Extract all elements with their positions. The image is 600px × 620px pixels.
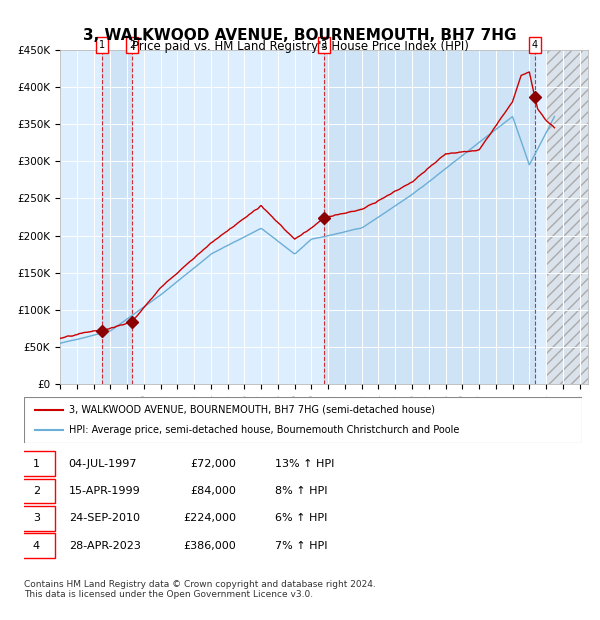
Text: HPI: Average price, semi-detached house, Bournemouth Christchurch and Poole: HPI: Average price, semi-detached house,… <box>68 425 459 435</box>
Text: 13% ↑ HPI: 13% ↑ HPI <box>275 459 334 469</box>
Text: 3: 3 <box>320 40 327 50</box>
Text: 04-JUL-1997: 04-JUL-1997 <box>68 459 137 469</box>
FancyBboxPatch shape <box>19 451 55 476</box>
Text: 2: 2 <box>129 40 135 50</box>
Text: 15-APR-1999: 15-APR-1999 <box>68 486 140 496</box>
Text: 1: 1 <box>99 40 105 50</box>
Text: 4: 4 <box>33 541 40 551</box>
Text: 2: 2 <box>33 486 40 496</box>
FancyBboxPatch shape <box>19 533 55 558</box>
Text: 7% ↑ HPI: 7% ↑ HPI <box>275 541 328 551</box>
FancyBboxPatch shape <box>19 506 55 531</box>
Text: 8% ↑ HPI: 8% ↑ HPI <box>275 486 328 496</box>
FancyBboxPatch shape <box>24 397 582 443</box>
Text: £224,000: £224,000 <box>183 513 236 523</box>
Text: 4: 4 <box>532 40 538 50</box>
Text: 24-SEP-2010: 24-SEP-2010 <box>68 513 140 523</box>
Bar <box>102 50 132 384</box>
Text: £386,000: £386,000 <box>183 541 236 551</box>
Bar <box>546 50 588 384</box>
Text: 3, WALKWOOD AVENUE, BOURNEMOUTH, BH7 7HG: 3, WALKWOOD AVENUE, BOURNEMOUTH, BH7 7HG <box>83 28 517 43</box>
Text: 3, WALKWOOD AVENUE, BOURNEMOUTH, BH7 7HG (semi-detached house): 3, WALKWOOD AVENUE, BOURNEMOUTH, BH7 7HG… <box>68 405 434 415</box>
Text: Price paid vs. HM Land Registry's House Price Index (HPI): Price paid vs. HM Land Registry's House … <box>131 40 469 53</box>
Text: 28-APR-2023: 28-APR-2023 <box>68 541 140 551</box>
Text: 3: 3 <box>33 513 40 523</box>
Text: Contains HM Land Registry data © Crown copyright and database right 2024.
This d: Contains HM Land Registry data © Crown c… <box>24 580 376 599</box>
Text: 1: 1 <box>33 459 40 469</box>
Text: £72,000: £72,000 <box>190 459 236 469</box>
Text: £84,000: £84,000 <box>190 486 236 496</box>
FancyBboxPatch shape <box>19 479 55 503</box>
Bar <box>323 50 535 384</box>
Text: 6% ↑ HPI: 6% ↑ HPI <box>275 513 328 523</box>
Bar <box>546 50 588 384</box>
